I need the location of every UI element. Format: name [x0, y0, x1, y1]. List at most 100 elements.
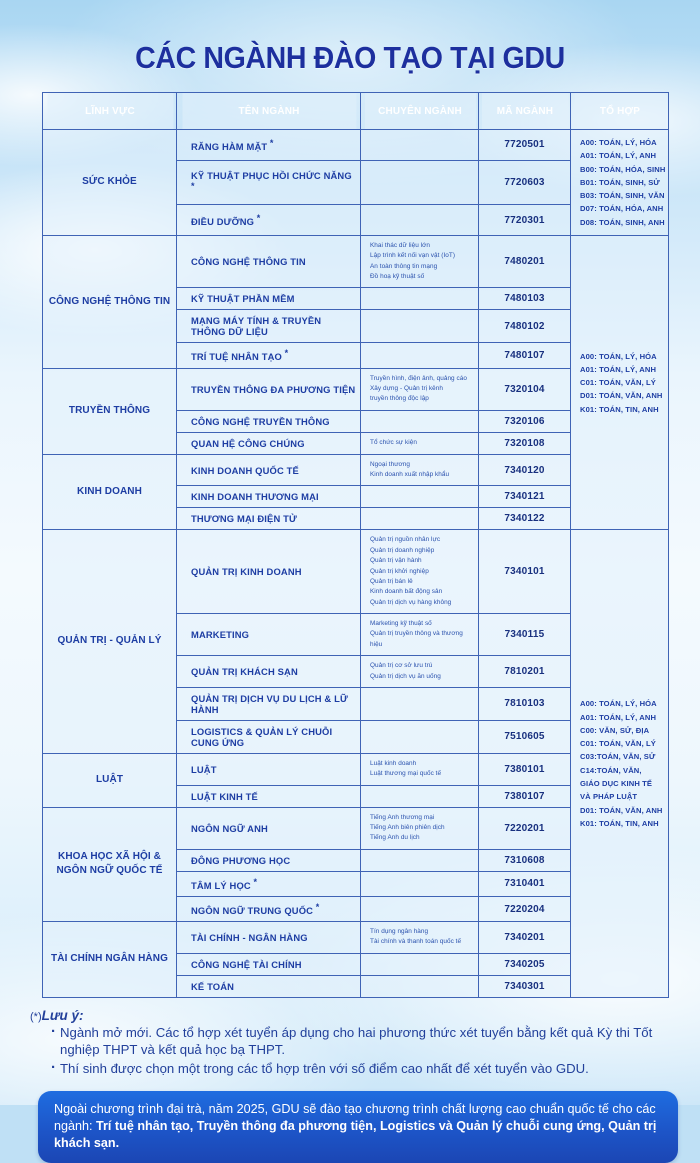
specialization-cell — [360, 342, 479, 369]
major-name-cell: NGÔN NGỮ TRUNG QUỐC * — [176, 895, 361, 923]
table-header-row: LĨNH VỰC TÊN NGÀNH CHUYÊN NGÀNH MÃ NGÀNH… — [43, 92, 669, 130]
major-name-cell: THƯƠNG MẠI ĐIỆN TỬ — [176, 507, 361, 531]
specialization-cell — [360, 309, 479, 344]
specialization-cell: Quản trị cơ sở lưu trú Quản trị dịch vụ ă… — [360, 655, 479, 688]
table-row: CÔNG NGHỆ THÔNG TIN CÔNG NGHỆ THÔNG TIN Kh… — [42, 234, 669, 531]
page-title: CÁC NGÀNH ĐÀO TẠO TẠI GDU — [135, 40, 565, 75]
combination-line: A00: TOÁN, LÝ, HÓA — [580, 138, 657, 147]
table-row: KỸ THUẬT PHỤC HỒI CHỨC NĂNG * 7720603 — [43, 159, 669, 206]
program-code-cell: 7340205 — [478, 952, 571, 976]
specialization-cell — [360, 870, 479, 897]
major-name-cell: CÔNG NGHỆ TRUYỀN THÔNG — [176, 409, 361, 433]
notes-heading: (*)Lưu ý: — [30, 1008, 666, 1023]
major-name-cell: QUẢN TRỊ DỊCH VỤ DU LỊCH & LỮ HÀNH — [176, 686, 361, 721]
table-row: TRUYỀN THÔNG TRUYỀN THÔNG ĐA PHƯƠNG TIỆN T… — [42, 367, 669, 455]
major-name-cell: LUẬT KINH TẾ — [176, 784, 361, 808]
specialization-cell — [360, 129, 479, 161]
combination-line: A00: TOÁN, LÝ, HÓA — [580, 351, 657, 361]
program-code-cell: 7720603 — [478, 159, 571, 206]
major-name-cell: MARKETING — [176, 613, 361, 657]
major-name-cell: QUẢN TRỊ KINH DOANH — [176, 529, 361, 615]
note-item: Thí sinh được chọn một trong các tổ hợp … — [51, 1058, 666, 1078]
major-name-cell: QUAN HỆ CÔNG CHÚNG — [176, 431, 361, 455]
combination-line: K01: TOÁN, TIN, ANH — [580, 818, 659, 828]
program-code-cell: 7320104 — [478, 367, 571, 411]
program-code-cell: 7340101 — [478, 529, 571, 615]
table-row: NGÔN NGỮ TRUNG QUỐC * 7220204 — [43, 895, 669, 923]
specialization-cell: Marketing kỹ thuật số Quản trị truyền thô… — [360, 613, 479, 657]
col-header-field: LĨNH VỰC — [45, 92, 174, 130]
table-row: KẾ TOÁN 7340301 — [43, 974, 669, 998]
combination-line: C03:TOÁN, VĂN, SỬ — [580, 752, 656, 762]
specialization-cell — [360, 686, 479, 721]
combination-line: C00: VĂN, SỬ, ĐỊA — [580, 725, 650, 735]
major-name-cell: TRUYỀN THÔNG ĐA PHƯƠNG TIỆN — [176, 367, 361, 411]
new-program-asterisk: * — [267, 137, 274, 148]
new-program-asterisk: * — [250, 876, 258, 887]
program-code-cell: 7220204 — [478, 895, 571, 923]
combination-line: C14:TOÁN, VĂN, — [580, 765, 642, 775]
new-program-asterisk: * — [191, 180, 195, 191]
table-row: KHOA HỌC XÃ HỘI & NGÔN NGỮ QUỐC TẾ NGÔN NG… — [42, 806, 669, 923]
table-row: TÂM LÝ HỌC * 7310401 — [43, 870, 669, 897]
program-code-cell: 7220201 — [478, 806, 571, 850]
programs-table: LĨNH VỰC TÊN NGÀNH CHUYÊN NGÀNH MÃ NGÀNH… — [42, 92, 669, 998]
combination-line: GIÁO DỤC KINH TẾ — [580, 778, 653, 788]
table-row: KỸ THUẬT PHẦN MỀM 7480103 — [43, 287, 669, 311]
program-code-cell: 7340301 — [478, 974, 571, 998]
specialization-cell — [360, 485, 479, 509]
field-cell: SỨC KHỎE — [42, 129, 177, 236]
specialization-cell — [360, 287, 479, 311]
table-row: MẠNG MÁY TÍNH & TRUYỀN THÔNG DỮ LIỆU 7480… — [43, 309, 669, 344]
major-name-cell: KINH DOANH QUỐC TẾ — [176, 453, 361, 487]
table-row: SỨC KHỎE RĂNG HÀM MẶT * 7720501 A00: TOÁN, … — [42, 129, 669, 236]
program-code-cell: 7340115 — [478, 613, 571, 657]
combination-line: D08: TOÁN, SINH, ANH — [580, 217, 665, 227]
note-item: Ngành mở mới. Các tổ hợp xét tuyển áp dụ… — [51, 1022, 666, 1059]
field-cell: KINH DOANH — [42, 453, 177, 531]
major-name-cell: KỸ THUẬT PHẦN MỀM — [176, 287, 361, 311]
major-name-cell: LUẬT — [176, 752, 361, 786]
combination-line: D01: TOÁN, VĂN, ANH — [580, 805, 663, 815]
table-row: CÔNG NGHỆ TÀI CHÍNH 7340205 — [43, 952, 669, 976]
table-row: QUẢN TRỊ KHÁCH SẠN Quản trị cơ sở lưu trú… — [43, 655, 669, 688]
combination-line: B03: TOÁN, SINH, VĂN — [580, 191, 665, 201]
table-row: QUAN HỆ CÔNG CHÚNG Tổ chức sự kiện 7320108 — [43, 431, 669, 455]
table-row: QUẢN TRỊ DỊCH VỤ DU LỊCH & LỮ HÀNH 781010… — [43, 686, 669, 721]
major-name-cell: MẠNG MÁY TÍNH & TRUYỀN THÔNG DỮ LIỆU — [176, 309, 361, 344]
specialization-cell — [360, 974, 479, 998]
program-code-cell: 7320108 — [478, 431, 571, 455]
program-code-cell: 7720501 — [478, 129, 571, 161]
programs-table-wrapper: LĨNH VỰC TÊN NGÀNH CHUYÊN NGÀNH MÃ NGÀNH… — [42, 92, 669, 998]
program-code-cell: 7380107 — [478, 784, 571, 808]
table-row: ĐIỀU DƯỠNG * 7720301 — [43, 204, 669, 236]
major-name-cell: KỸ THUẬT PHỤC HỒI CHỨC NĂNG * — [176, 159, 361, 206]
new-program-asterisk: * — [313, 901, 320, 912]
specialization-cell — [360, 784, 479, 808]
specialization-cell: Quản trị nguồn nhân lực Quản trị doanh ng… — [360, 529, 479, 615]
col-header-combination: TỔ HỢP — [572, 92, 667, 130]
field-cell: TÀI CHÍNH NGÂN HÀNG — [42, 921, 177, 998]
specialization-cell — [360, 895, 479, 923]
combination-line: A01: TOÁN, LÝ, ANH — [580, 712, 657, 722]
major-name-cell: LOGISTICS & QUẢN LÝ CHUỖI CUNG ỨNG — [176, 719, 361, 754]
specialization-cell — [360, 204, 479, 236]
new-program-asterisk: * — [281, 348, 289, 359]
specialization-cell: Khai thác dữ liệu lớn Lập trình kết nối v… — [360, 234, 479, 289]
major-name-cell: CÔNG NGHỆ TÀI CHÍNH — [176, 952, 361, 976]
major-name-cell: RĂNG HÀM MẶT * — [176, 129, 361, 161]
combination-line: K01: TOÁN, TIN, ANH — [580, 404, 659, 414]
field-cell: CÔNG NGHỆ THÔNG TIN — [42, 234, 177, 369]
major-name-cell: TRÍ TUỆ NHÂN TẠO * — [176, 342, 361, 369]
program-code-cell: 7340201 — [478, 921, 571, 954]
field-cell: LUẬT — [42, 752, 177, 808]
combination-line: VÀ PHÁP LUẬT — [580, 792, 638, 802]
specialization-cell — [360, 409, 479, 433]
program-code-cell: 7720301 — [478, 204, 571, 236]
combination-cell: A00: TOÁN, LÝ, HÓA A01: TOÁN, LÝ, ANH B00:… — [570, 129, 669, 236]
table-row: LUẬT KINH TẾ 7380107 — [43, 784, 669, 808]
notes-section: (*)Lưu ý: Ngành mở mới. Các tổ hợp xét t… — [30, 1008, 666, 1078]
program-code-cell: 7340120 — [478, 453, 571, 487]
major-name-cell: ĐIỀU DƯỠNG * — [176, 204, 361, 236]
program-code-cell: 7340121 — [478, 485, 571, 509]
